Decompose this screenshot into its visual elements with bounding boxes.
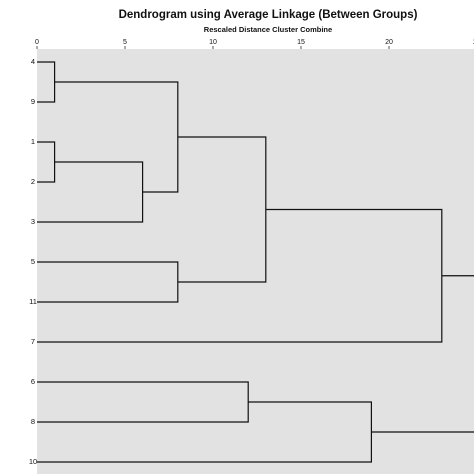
leaf-label: 11: [29, 297, 37, 306]
x-tick-label: 10: [209, 39, 217, 46]
x-tick-label: 0: [35, 39, 39, 46]
leaf-label: 6: [31, 377, 35, 386]
leaf-label: 8: [31, 417, 35, 426]
chart-title: Dendrogram using Average Linkage (Betwee…: [119, 9, 418, 21]
leaf-label: 3: [31, 217, 35, 226]
x-tick-label: 20: [385, 39, 393, 46]
x-tick-label: 15: [297, 39, 305, 46]
leaf-label: 7: [31, 337, 35, 346]
leaf-label: 5: [31, 257, 35, 266]
x-tick-label: 5: [123, 39, 127, 46]
leaf-label: 1: [31, 137, 35, 146]
leaf-label: 10: [29, 457, 37, 466]
leaf-label: 2: [31, 177, 35, 186]
leaf-label: 9: [31, 97, 35, 106]
dendrogram-link: [371, 275, 474, 433]
chart-subtitle: Rescaled Distance Cluster Combine: [204, 25, 332, 34]
leaf-label: 4: [31, 57, 35, 66]
